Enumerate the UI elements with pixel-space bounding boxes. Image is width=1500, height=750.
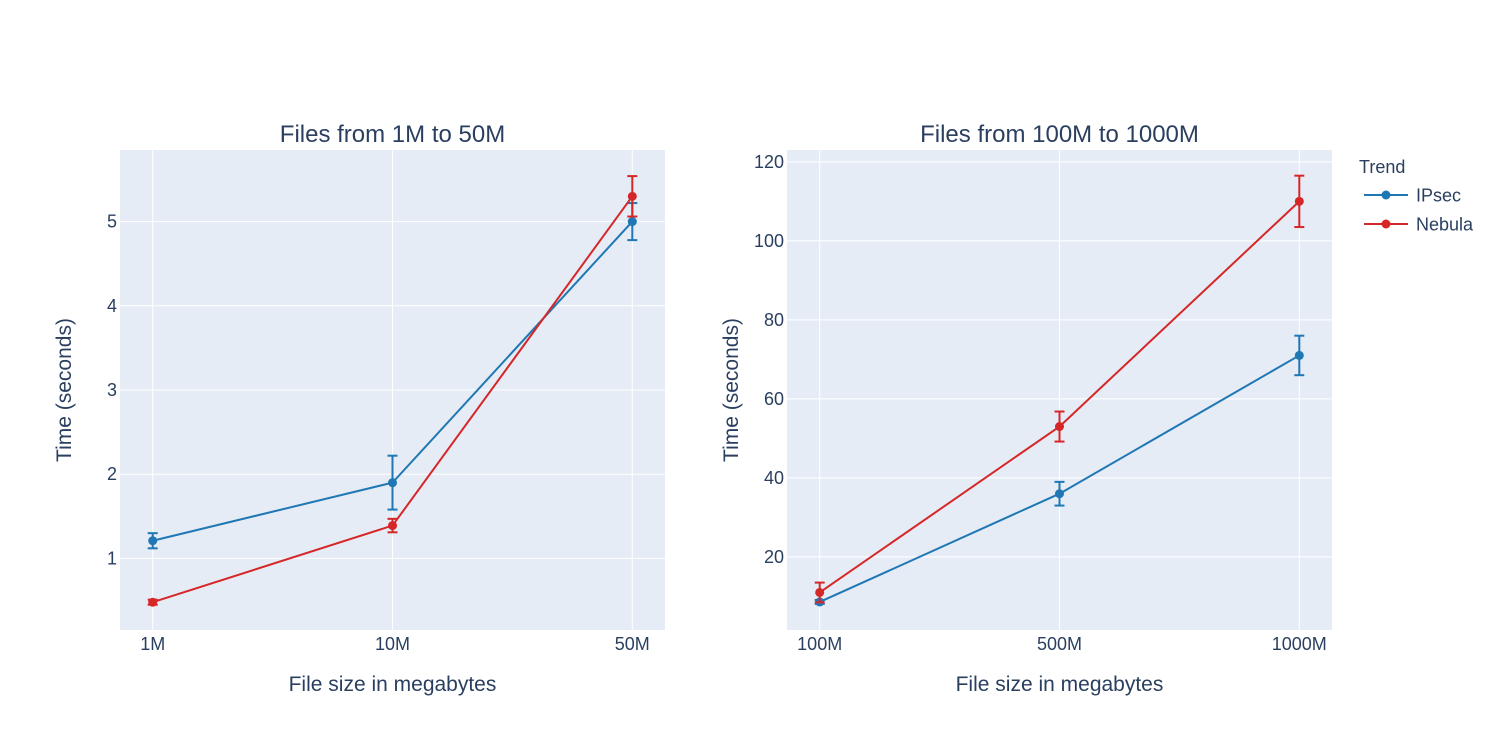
y-axis-title: Time (seconds) (53, 318, 76, 462)
legend-label-nebula: Nebula (1416, 215, 1474, 235)
subplot-1: 1M 10M 50M 1 2 3 4 5 Files from 1M to 50M File si… (53, 121, 665, 696)
y-axis-title: Time (seconds) (720, 318, 743, 462)
subplots: 1M 10M 50M 1 2 3 4 5 Files from 1M to 50M File si… (53, 121, 1332, 696)
y-tick-label: 100 (754, 231, 784, 251)
series-nebula (814, 174, 1305, 604)
y-tick-label: 20 (764, 547, 784, 567)
y-tick-label: 2 (107, 464, 117, 484)
subplot-title: Files from 1M to 50M (280, 121, 505, 148)
x-tick-label: 1000M (1272, 634, 1327, 654)
subplot-2: 100M 500M 1000M 20 40 60 80 100 120 Files from 10… (720, 121, 1332, 696)
subplot-title: Files from 100M to 1000M (920, 121, 1199, 148)
legend-swatch-marker (1381, 219, 1391, 229)
x-axis-title: File size in megabytes (289, 673, 497, 696)
data-point[interactable] (148, 597, 158, 607)
data-point[interactable] (815, 587, 825, 597)
legend-item-nebula[interactable]: Nebula (1364, 215, 1474, 235)
x-tick-label: 500M (1037, 634, 1082, 654)
legend-title: Trend (1359, 157, 1405, 177)
data-point[interactable] (1294, 196, 1304, 206)
legend: Trend IPsec Nebula (1359, 157, 1474, 235)
x-tick-label: 10M (375, 634, 410, 654)
data-point[interactable] (1055, 489, 1064, 499)
data-point[interactable] (627, 191, 637, 201)
x-axis-title: File size in megabytes (956, 673, 1164, 696)
x-tick-label: 50M (615, 634, 650, 654)
y-tick-label: 120 (754, 152, 784, 172)
series-nebula (147, 175, 638, 607)
data-point[interactable] (388, 521, 397, 531)
y-tick-label: 60 (764, 389, 784, 409)
y-tick-label: 4 (107, 296, 117, 316)
data-point[interactable] (388, 478, 397, 488)
series-ipsec (814, 334, 1305, 607)
y-tick-label: 3 (107, 380, 117, 400)
y-tick-label: 80 (764, 310, 784, 330)
x-tick-label: 1M (140, 634, 165, 654)
x-tick-label: 100M (797, 634, 842, 654)
legend-item-ipsec[interactable]: IPsec (1364, 186, 1461, 206)
legend-swatch-marker (1381, 190, 1391, 200)
y-tick-label: 1 (107, 548, 117, 568)
data-point[interactable] (627, 217, 637, 227)
legend-label-ipsec: IPsec (1416, 186, 1461, 206)
y-tick-label: 5 (107, 212, 117, 232)
y-tick-label: 40 (764, 468, 784, 488)
data-point[interactable] (1294, 350, 1304, 360)
data-point[interactable] (1055, 422, 1064, 432)
data-point[interactable] (148, 536, 158, 546)
